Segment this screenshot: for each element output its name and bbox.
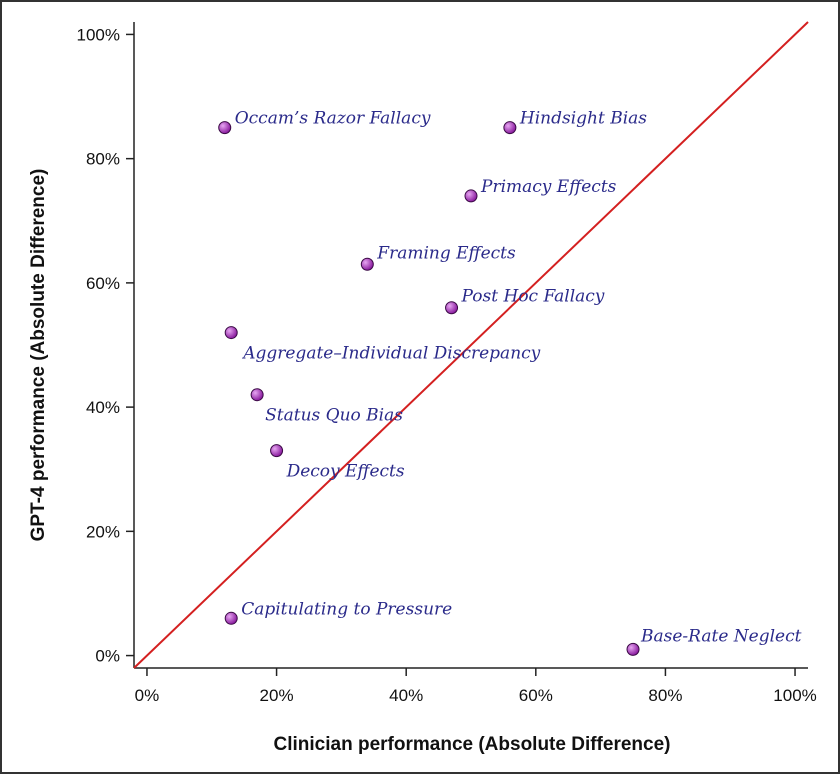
data-point-label: Aggregate–Individual Discrepancy: [241, 344, 540, 364]
data-point-label: Framing Effects: [376, 243, 516, 263]
y-tick-label: 80%: [86, 150, 120, 169]
y-tick-label: 40%: [86, 398, 120, 417]
data-point: [224, 611, 238, 625]
data-point-label: Status Quo Bias: [265, 406, 403, 426]
data-point: [503, 121, 517, 135]
x-tick-label: 20%: [260, 686, 294, 705]
data-point-label: Post Hoc Fallacy: [461, 287, 605, 307]
y-tick-label: 20%: [86, 522, 120, 541]
y-tick-label: 0%: [95, 647, 120, 666]
x-tick-label: 60%: [519, 686, 553, 705]
data-point-label: Capitulating to Pressure: [241, 599, 452, 619]
data-points: Occam’s Razor Fallacy Hindsight Bias Prima…: [218, 109, 802, 656]
data-point-label: Occam’s Razor Fallacy: [235, 109, 431, 129]
data-point-label: Base-Rate Neglect: [640, 626, 802, 646]
diagonal-reference-line: [133, 21, 809, 669]
data-point: [464, 189, 478, 203]
data-point: [218, 121, 232, 135]
y-axis-title: GPT-4 performance (Absolute Difference): [28, 169, 49, 542]
data-point-label: Primacy Effects: [480, 177, 617, 197]
x-tick-label: 40%: [389, 686, 423, 705]
data-point: [626, 642, 640, 656]
data-point-label: Hindsight Bias: [519, 109, 647, 129]
diagonal-reference-line-group: [133, 21, 809, 669]
data-point: [224, 326, 238, 340]
axes: 0% 20% 40% 60% 80% 100% 0% 20% 40% 60% 80% 100%: [77, 22, 817, 705]
data-point: [250, 388, 264, 402]
x-tick-label: 80%: [648, 686, 682, 705]
data-point: [270, 444, 284, 458]
data-point: [360, 257, 374, 271]
x-tick-label: 100%: [773, 686, 816, 705]
data-point-label: Decoy Effects: [286, 462, 405, 482]
y-tick-label: 100%: [77, 25, 120, 44]
x-tick-label: 0%: [135, 686, 160, 705]
data-point: [445, 301, 459, 315]
x-axis-title: Clinician performance (Absolute Differen…: [274, 734, 671, 755]
y-tick-label: 60%: [86, 274, 120, 293]
